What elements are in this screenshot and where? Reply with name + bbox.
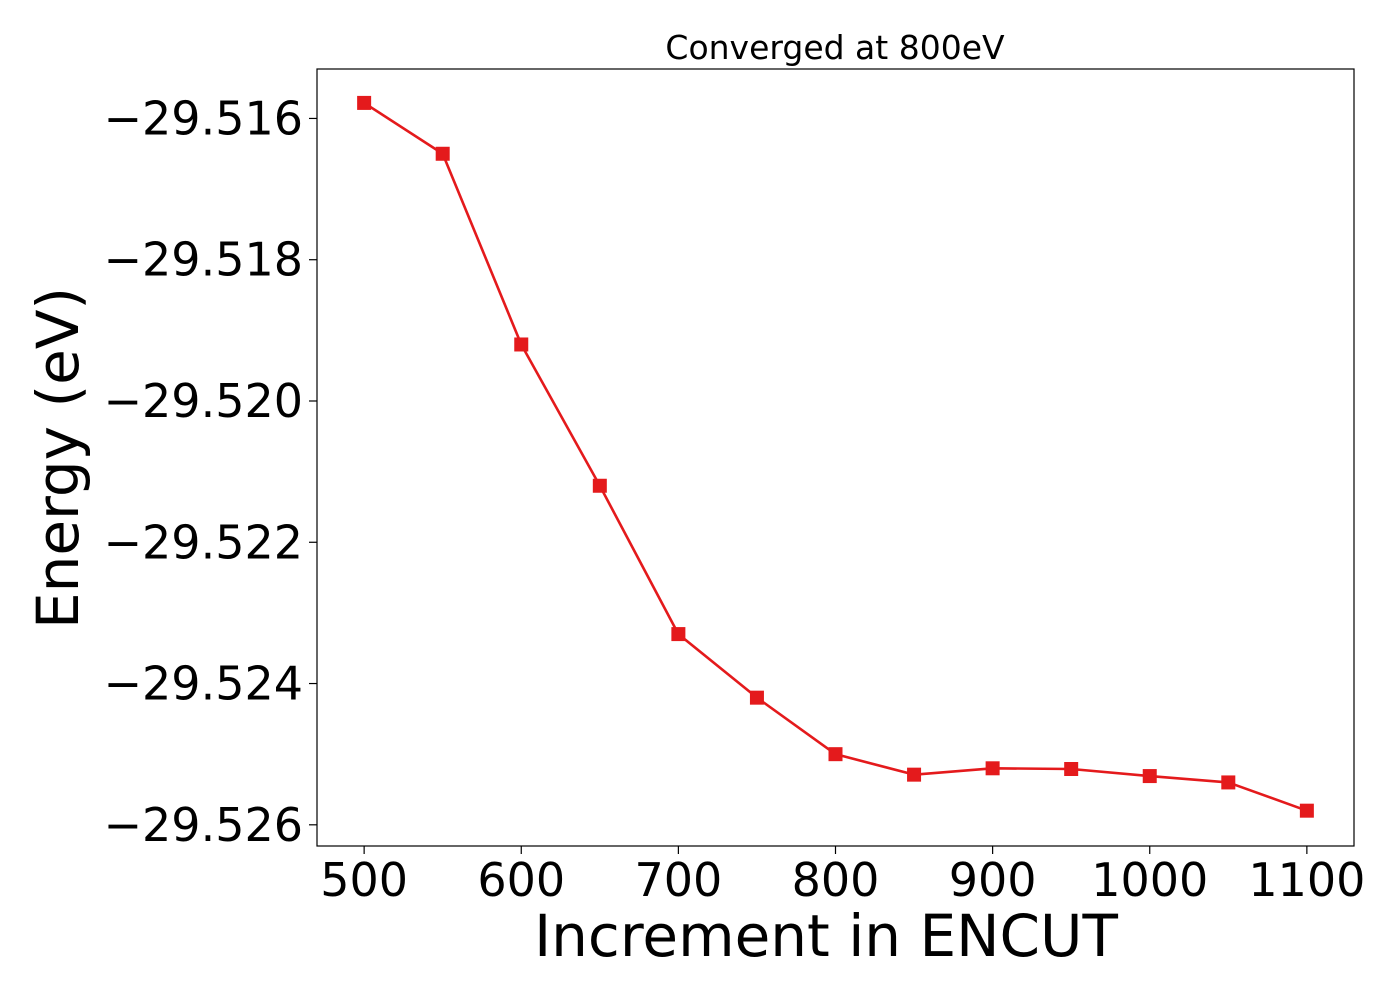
x-tick-label: 1000 [1091, 853, 1208, 907]
plot-area [316, 68, 1355, 847]
data-point [1221, 775, 1236, 790]
data-point [514, 337, 529, 352]
y-axis: −29.516 −29.518 −29.520 −29.522 −29.524 −29.5… [104, 91, 317, 852]
x-tick-label: 800 [792, 853, 880, 907]
data-point [671, 627, 686, 642]
x-tick-label: 1100 [1248, 853, 1365, 907]
y-tick-label: −29.524 [104, 657, 304, 711]
y-tick-label: −29.520 [104, 374, 304, 428]
x-axis: 500 600 700 800 900 1000 1100 [320, 846, 1365, 907]
series-line [363, 101, 1308, 812]
data-point [357, 95, 372, 110]
data-point [985, 761, 1000, 776]
data-point [1299, 803, 1314, 818]
chart-title: Converged at 800eV [665, 28, 1005, 67]
data-point [828, 747, 843, 762]
y-tick-label: −29.516 [104, 91, 304, 145]
data-point [1142, 769, 1157, 784]
x-tick-label: 700 [634, 853, 722, 907]
y-tick-label: −29.526 [104, 798, 304, 852]
data-point [907, 767, 922, 782]
data-point [749, 690, 764, 705]
x-tick-label: 500 [320, 853, 408, 907]
series-layer [357, 95, 1314, 818]
y-tick-label: −29.518 [104, 233, 304, 287]
plot-frame [316, 68, 1355, 847]
data-point [435, 146, 450, 161]
data-point [592, 478, 607, 493]
x-axis-title: Increment in ENCUT [534, 902, 1118, 970]
y-tick-label: −29.522 [104, 515, 304, 569]
y-axis-title: Energy (eV) [24, 287, 92, 629]
data-point [1064, 762, 1079, 777]
x-tick-label: 900 [949, 853, 1037, 907]
x-tick-label: 600 [477, 853, 565, 907]
